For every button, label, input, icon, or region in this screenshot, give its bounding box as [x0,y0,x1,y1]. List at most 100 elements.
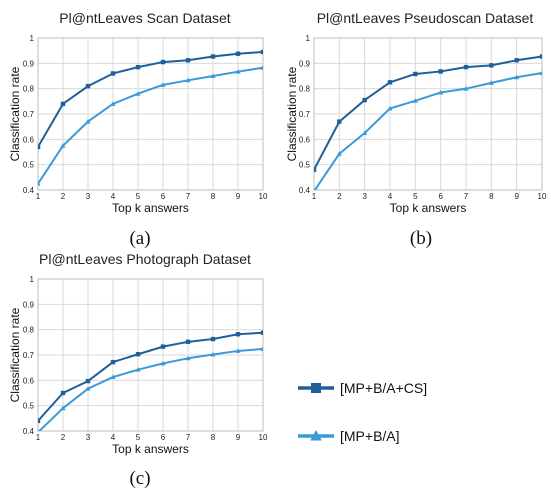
data-point [488,80,494,85]
data-point [160,360,166,366]
data-point [412,98,418,103]
data-point [489,63,494,68]
data-point [235,69,241,74]
x-axis-label: Top k answers [112,201,189,215]
y-axis-label: Classification rate [8,307,22,402]
x-tick-label: 5 [136,433,141,442]
data-point [185,339,191,345]
chart-title: Pl@ntLeaves Photograph Dataset [39,251,251,267]
data-point [337,119,342,124]
y-axis-label: Classification rate [285,66,299,161]
x-tick-label: 8 [211,192,216,201]
data-point [314,188,315,190]
x-tick-label: 4 [111,192,116,201]
y-tick-label: 0.4 [23,186,35,195]
x-tick-label: 3 [362,192,367,201]
x-tick-label: 6 [161,192,166,201]
data-point [160,59,166,65]
x-tick-label: 9 [236,192,241,201]
x-tick-label: 2 [61,192,66,201]
y-tick-label: 0.4 [299,186,311,195]
series-mp-b-a [38,346,263,431]
data-point [135,91,141,96]
x-tick-label: 1 [36,192,41,201]
x-tick-label: 8 [489,192,494,201]
data-point [362,97,367,103]
data-point [38,144,41,150]
data-point [210,336,216,342]
legend: [MP+B/A+CS] [MP+B/A] [298,380,427,444]
x-tick-label: 4 [388,192,393,201]
series-line [314,71,542,190]
data-point [85,118,91,124]
x-tick-label: 8 [211,433,216,442]
legend-item: [MP+B/A] [298,428,400,444]
x-tick-label: 9 [514,192,519,201]
data-point [260,330,263,335]
data-point [539,70,542,75]
y-tick-label: 0.4 [23,427,35,436]
y-tick-label: 0.7 [23,351,35,360]
data-point [60,405,66,411]
plot-frame [313,37,543,191]
legend-label: [MP+B/A] [340,428,400,444]
y-tick-label: 1 [306,34,311,43]
chart-c: Pl@ntLeaves Photograph Dataset 0.4 0.5 0.6 0… [8,251,268,488]
data-point [235,348,241,353]
y-tick-label: 1 [30,34,35,43]
data-point [135,64,141,70]
data-point [438,69,443,74]
data-point [85,378,91,384]
data-point [110,71,116,76]
data-point [463,64,469,70]
x-tick-label: 10 [259,433,268,442]
x-axis-label: Top k answers [390,201,467,215]
data-point [438,89,444,95]
data-point [336,151,342,156]
data-point [235,332,241,337]
series-mp-b-a [38,65,263,186]
data-point [110,359,116,365]
y-tick-label: 1 [30,275,35,284]
y-tick-label: 0.7 [23,110,35,119]
x-tick-label: 1 [312,192,317,201]
data-point [260,65,263,70]
chart-caption: (b) [410,228,432,249]
data-point [110,374,116,380]
data-point [185,77,191,83]
chart-caption: (c) [129,468,150,488]
legend-marker [311,383,321,393]
data-point [362,130,368,135]
data-point [38,429,39,431]
y-tick-label: 0.9 [299,59,311,68]
x-tick-label: 3 [86,433,91,442]
data-point [160,82,166,87]
data-point [210,351,216,357]
data-point [413,71,418,77]
data-point [235,51,241,56]
x-tick-label: 5 [136,192,141,201]
series-line [38,66,263,185]
chart-title: Pl@ntLeaves Scan Dataset [59,10,231,26]
data-point [85,386,91,391]
data-point [38,181,41,186]
series-mp-b-a-cs [38,330,263,424]
data-point [260,346,263,351]
series-mp-b-a-cs [314,54,542,172]
legend-item: [MP+B/A+CS] [298,380,427,396]
data-point [160,344,166,349]
y-tick-label: 0.8 [23,326,35,335]
data-point [260,49,263,55]
data-point [38,418,41,424]
y-tick-label: 0.7 [299,110,311,119]
data-point [514,58,519,63]
data-point [135,352,141,357]
y-axis-label: Classification rate [8,66,22,161]
data-point [387,80,393,85]
data-point [60,143,66,148]
legend-label: [MP+B/A+CS] [340,380,427,396]
data-point [60,101,66,107]
x-tick-label: 7 [186,192,191,201]
x-tick-label: 5 [413,192,418,201]
x-tick-label: 4 [111,433,116,442]
